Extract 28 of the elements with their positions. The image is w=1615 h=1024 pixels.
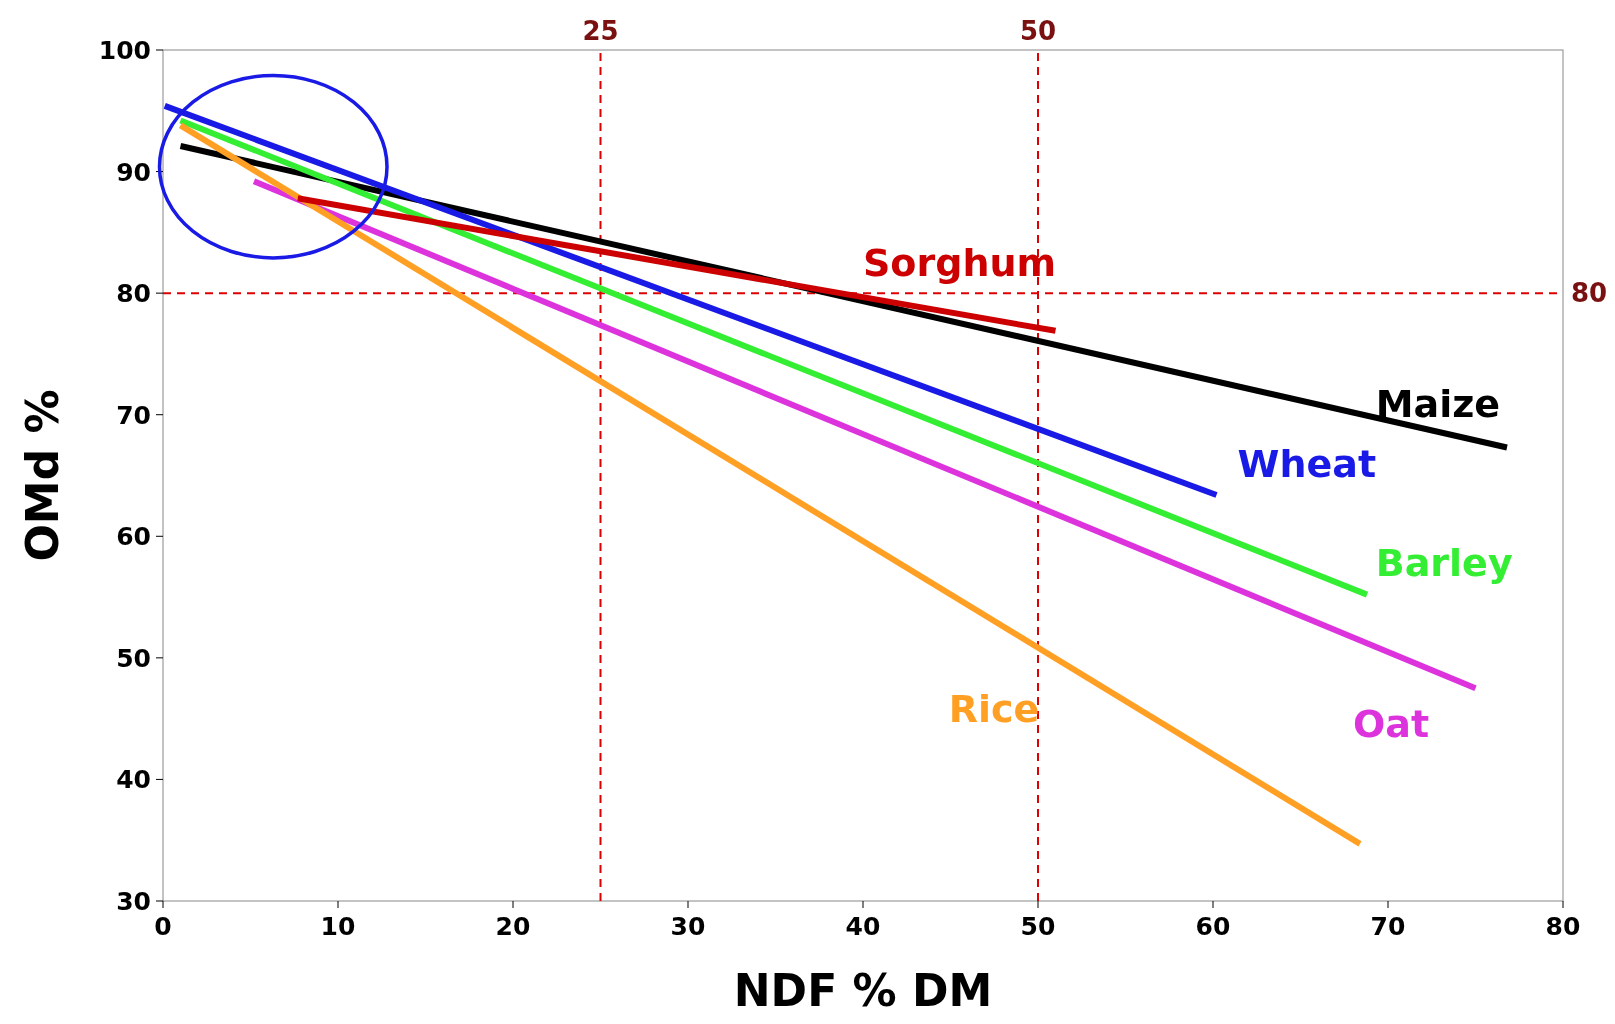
y-tick-label: 100 bbox=[98, 36, 151, 65]
series-label: Barley bbox=[1375, 541, 1513, 586]
series-label: Sorghum bbox=[863, 241, 1057, 286]
x-axis-title: NDF % DM bbox=[733, 965, 993, 1016]
x-tick-label: 80 bbox=[1545, 912, 1581, 941]
x-tick-label: 40 bbox=[845, 912, 881, 941]
x-tick-label: 30 bbox=[670, 912, 706, 941]
x-tick-label: 50 bbox=[1020, 912, 1056, 941]
y-tick-label: 40 bbox=[116, 765, 151, 795]
y-tick-label: 30 bbox=[116, 887, 151, 916]
ref-line-label: 25 bbox=[582, 16, 619, 46]
series-label: Maize bbox=[1375, 382, 1501, 427]
x-tick-label: 70 bbox=[1370, 912, 1406, 941]
x-tick-label: 60 bbox=[1195, 912, 1231, 941]
y-axis-title: OMd % bbox=[17, 389, 68, 562]
ref-line-label: 50 bbox=[1019, 16, 1057, 46]
x-tick-label: 10 bbox=[320, 912, 356, 941]
x-tick-label: 0 bbox=[154, 912, 172, 941]
y-tick-label: 70 bbox=[116, 400, 151, 430]
y-tick-label: 80 bbox=[116, 279, 151, 309]
series-label: Wheat bbox=[1237, 441, 1377, 486]
series-label: Rice bbox=[948, 687, 1040, 732]
y-tick-label: 60 bbox=[116, 522, 151, 552]
x-tick-label: 20 bbox=[495, 912, 531, 941]
y-tick-label: 90 bbox=[116, 157, 151, 187]
ref-line-label: 80 bbox=[1571, 278, 1608, 309]
y-tick-label: 50 bbox=[116, 643, 151, 673]
series-label: Oat bbox=[1353, 701, 1430, 746]
